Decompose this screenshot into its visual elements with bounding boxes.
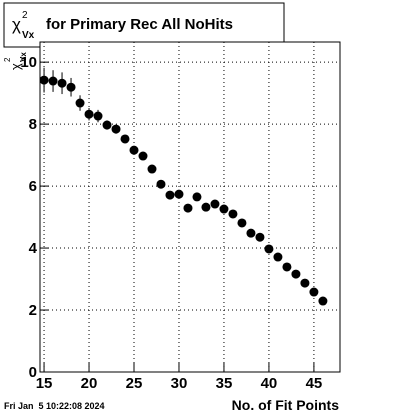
data-point	[201, 202, 211, 212]
title-box	[3, 2, 285, 48]
data-point	[156, 179, 166, 189]
data-point	[174, 189, 184, 199]
data-point	[129, 145, 139, 155]
data-point	[111, 124, 121, 134]
data-point	[57, 78, 67, 88]
data-point	[255, 232, 265, 242]
x-tick-label: 15	[36, 375, 53, 392]
chart-title: for Primary Rec All NoHits	[46, 16, 233, 33]
y-tick-label: 8	[29, 116, 37, 133]
data-point	[228, 209, 238, 219]
y-tick-label: 2	[29, 302, 37, 319]
x-tick-label: 40	[261, 375, 278, 392]
title-sub: Vx	[22, 30, 35, 41]
x-label: No. of Fit Points	[232, 397, 340, 413]
data-point	[165, 190, 175, 200]
y-label: χ 2 Vx	[3, 52, 28, 70]
y-label-sup: 2	[3, 57, 12, 62]
x-tick-label: 20	[81, 375, 98, 392]
data-point	[39, 75, 49, 85]
title-sup: 2	[22, 10, 28, 21]
y-tick-label: 6	[29, 178, 37, 195]
x-tick-label: 45	[306, 375, 323, 392]
data-point	[210, 199, 220, 209]
data-point	[183, 203, 193, 213]
y-label-symbol: χ	[8, 63, 23, 70]
data-point	[75, 98, 85, 108]
x-tick-label: 25	[126, 375, 143, 392]
title-symbol: χ	[12, 15, 21, 34]
data-point	[246, 228, 256, 238]
y-tick-label: 10	[20, 54, 37, 71]
y-label-sub: Vx	[19, 52, 28, 62]
data-point	[147, 164, 157, 174]
data-point	[84, 109, 94, 119]
timestamp: Fri Jan 5 10:22:08 2024	[4, 401, 105, 411]
data-point	[66, 82, 76, 92]
data-point	[273, 252, 283, 262]
data-point	[120, 134, 130, 144]
data-point	[318, 296, 328, 306]
x-tick-label: 30	[171, 375, 188, 392]
data-point	[291, 269, 301, 279]
data-point	[138, 151, 148, 161]
data-point	[282, 262, 292, 272]
x-tick-label: 35	[216, 375, 233, 392]
data-point	[48, 76, 58, 86]
data-point	[219, 204, 229, 214]
y-tick-label: 0	[29, 364, 37, 381]
data-point	[264, 244, 274, 254]
data-point	[237, 218, 247, 228]
data-point	[300, 278, 310, 288]
data-point	[102, 120, 112, 130]
data-point	[93, 111, 103, 121]
y-tick-label: 4	[29, 240, 38, 257]
data-point	[192, 192, 202, 202]
data-point	[309, 287, 319, 297]
